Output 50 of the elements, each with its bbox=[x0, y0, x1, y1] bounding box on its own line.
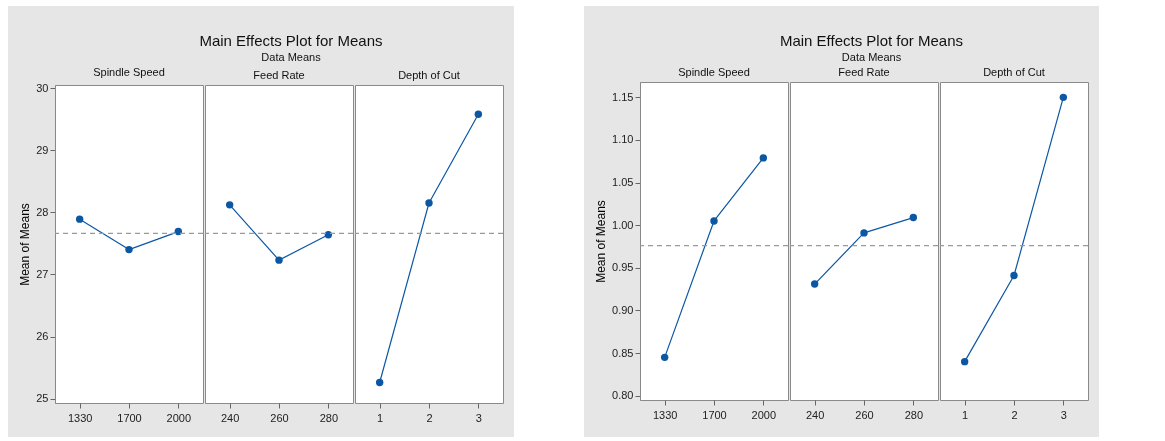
chart-title: Feed Rate bbox=[253, 69, 305, 81]
y-tick-label: 1.10 bbox=[612, 133, 634, 146]
y-tick-label: 0.85 bbox=[612, 346, 634, 359]
x-tick-label: 3 bbox=[1060, 408, 1067, 421]
y-tick-label: 0.95 bbox=[612, 261, 634, 274]
x-tick-label: 280 bbox=[904, 408, 924, 421]
point bbox=[710, 217, 718, 225]
x-tick-label: 240 bbox=[220, 411, 240, 424]
y-tick-label: 28 bbox=[36, 205, 49, 218]
x-tick-label: 240 bbox=[805, 408, 825, 421]
y-tick-label: 25 bbox=[36, 392, 49, 405]
y-tick-label: 29 bbox=[36, 143, 49, 156]
point bbox=[125, 245, 133, 254]
y-tick-label: 27 bbox=[36, 267, 49, 280]
x-tick-label: 1330 bbox=[67, 411, 93, 424]
x-tick-label: 1 bbox=[962, 408, 969, 421]
y-tick-label: 1.15 bbox=[612, 90, 634, 103]
y-tick-label: 26 bbox=[36, 330, 49, 343]
x-tick-label: 1 bbox=[377, 411, 384, 424]
x-tick-label: 2000 bbox=[166, 411, 192, 424]
point bbox=[759, 154, 768, 162]
x-tick-label: 1700 bbox=[702, 408, 727, 421]
x-tick-label: 2000 bbox=[751, 408, 777, 421]
x-tick-label: 260 bbox=[270, 411, 289, 424]
y-tick-label: 0.90 bbox=[612, 303, 634, 316]
x-tick-label: 1700 bbox=[117, 411, 142, 424]
x-tick-label: 260 bbox=[855, 408, 874, 421]
y-axis-title: Mean of Means bbox=[18, 203, 33, 286]
x-tick-label: 2 bbox=[1011, 408, 1018, 421]
y-tick-label: 30 bbox=[36, 81, 49, 94]
text: Data Means bbox=[840, 51, 903, 63]
chart-title: Depth of Cut bbox=[398, 69, 460, 81]
x-tick-label: 2 bbox=[426, 411, 433, 424]
x-tick-label: 3 bbox=[475, 411, 482, 424]
chart-title: Spindle Speed bbox=[678, 66, 750, 78]
y-tick-label: 0.80 bbox=[612, 389, 634, 402]
point bbox=[75, 215, 84, 223]
y-tick-label: 1.05 bbox=[612, 176, 634, 189]
chart-title: Feed Rate bbox=[838, 66, 890, 78]
chart-title: Spindle Speed bbox=[93, 66, 165, 79]
chart-title: Depth of Cut bbox=[983, 66, 1045, 78]
point bbox=[174, 227, 183, 236]
x-tick-label: 1330 bbox=[652, 408, 678, 421]
text: Data Means bbox=[260, 51, 322, 63]
y-axis-title: Mean of Means bbox=[594, 200, 609, 283]
y-tick-label: 1.00 bbox=[612, 218, 634, 231]
text: Main Effects Plot for Means bbox=[198, 32, 384, 49]
point bbox=[660, 353, 669, 362]
x-tick-label: 280 bbox=[319, 411, 339, 424]
text: Main Effects Plot for Means bbox=[778, 32, 965, 49]
